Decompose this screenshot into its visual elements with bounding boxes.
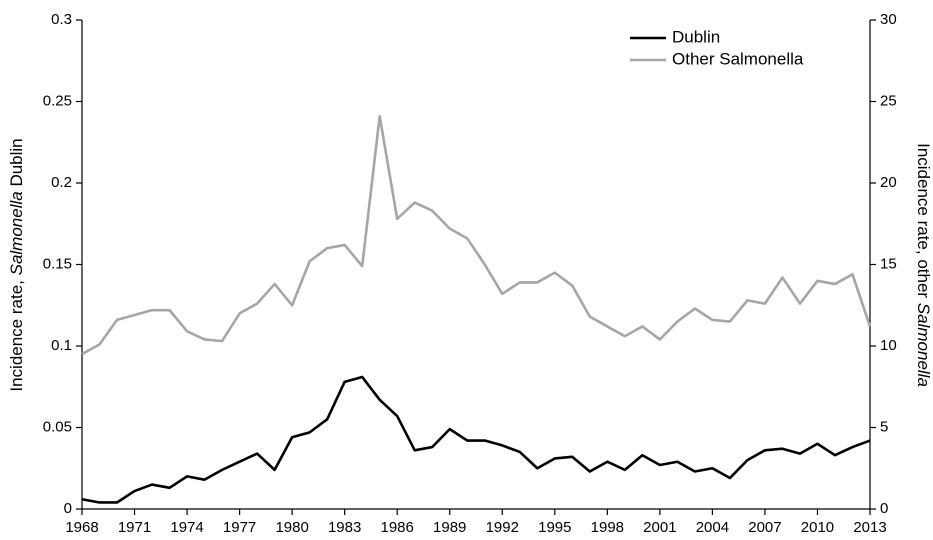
x-tick-label: 1977: [223, 519, 256, 536]
x-tick-label: 2010: [801, 519, 834, 536]
series-line: [81, 114, 872, 356]
y2-tick-label: 25: [880, 92, 897, 109]
y2-tick-label: 10: [880, 337, 897, 354]
x-tick-label: 1998: [591, 519, 624, 536]
y-tick-label: 0.05: [43, 418, 72, 435]
y-axis-label-part: Dublin: [7, 138, 26, 191]
y-tick-label: 0.15: [43, 255, 72, 272]
y2-tick-label: 5: [880, 418, 888, 435]
y-axis-label-part: Incidence rate,: [7, 275, 26, 391]
x-tick-label: 1971: [118, 519, 151, 536]
legend-label: Other Salmonella: [672, 49, 804, 68]
y2-axis-label-part: Incidence rate, other: [914, 143, 933, 303]
x-tick-label: 1968: [65, 519, 98, 536]
y2-tick-label: 30: [880, 11, 897, 28]
y2-tick-label: 15: [880, 255, 897, 272]
x-tick-label: 1992: [486, 519, 519, 536]
y-axis-label-part: Salmonella: [7, 191, 26, 275]
y-tick-label: 0: [64, 500, 72, 517]
x-tick-label: 2004: [696, 519, 729, 536]
x-tick-label: 2013: [853, 519, 886, 536]
y-tick-label: 0.3: [51, 11, 72, 28]
y-axis-label: Incidence rate, Salmonella Dublin: [7, 138, 26, 391]
legend-label: Dublin: [672, 27, 720, 46]
y2-tick-label: 0: [880, 500, 888, 517]
y-tick-label: 0.25: [43, 92, 72, 109]
x-tick-label: 1974: [170, 519, 203, 536]
y-tick-label: 0.1: [51, 337, 72, 354]
x-tick-label: 1989: [433, 519, 466, 536]
y2-axis-label: Incidence rate, other Salmonella: [914, 143, 933, 387]
x-tick-label: 1980: [275, 519, 308, 536]
x-tick-label: 1995: [538, 519, 571, 536]
x-tick-label: 1983: [328, 519, 361, 536]
x-tick-label: 2001: [643, 519, 676, 536]
series-line: [81, 375, 871, 504]
x-tick-label: 1986: [381, 519, 414, 536]
y2-axis-label-part: Salmonella: [914, 303, 933, 387]
y-tick-label: 0.2: [51, 174, 72, 191]
x-tick-label: 2007: [748, 519, 781, 536]
y2-tick-label: 20: [880, 174, 897, 191]
